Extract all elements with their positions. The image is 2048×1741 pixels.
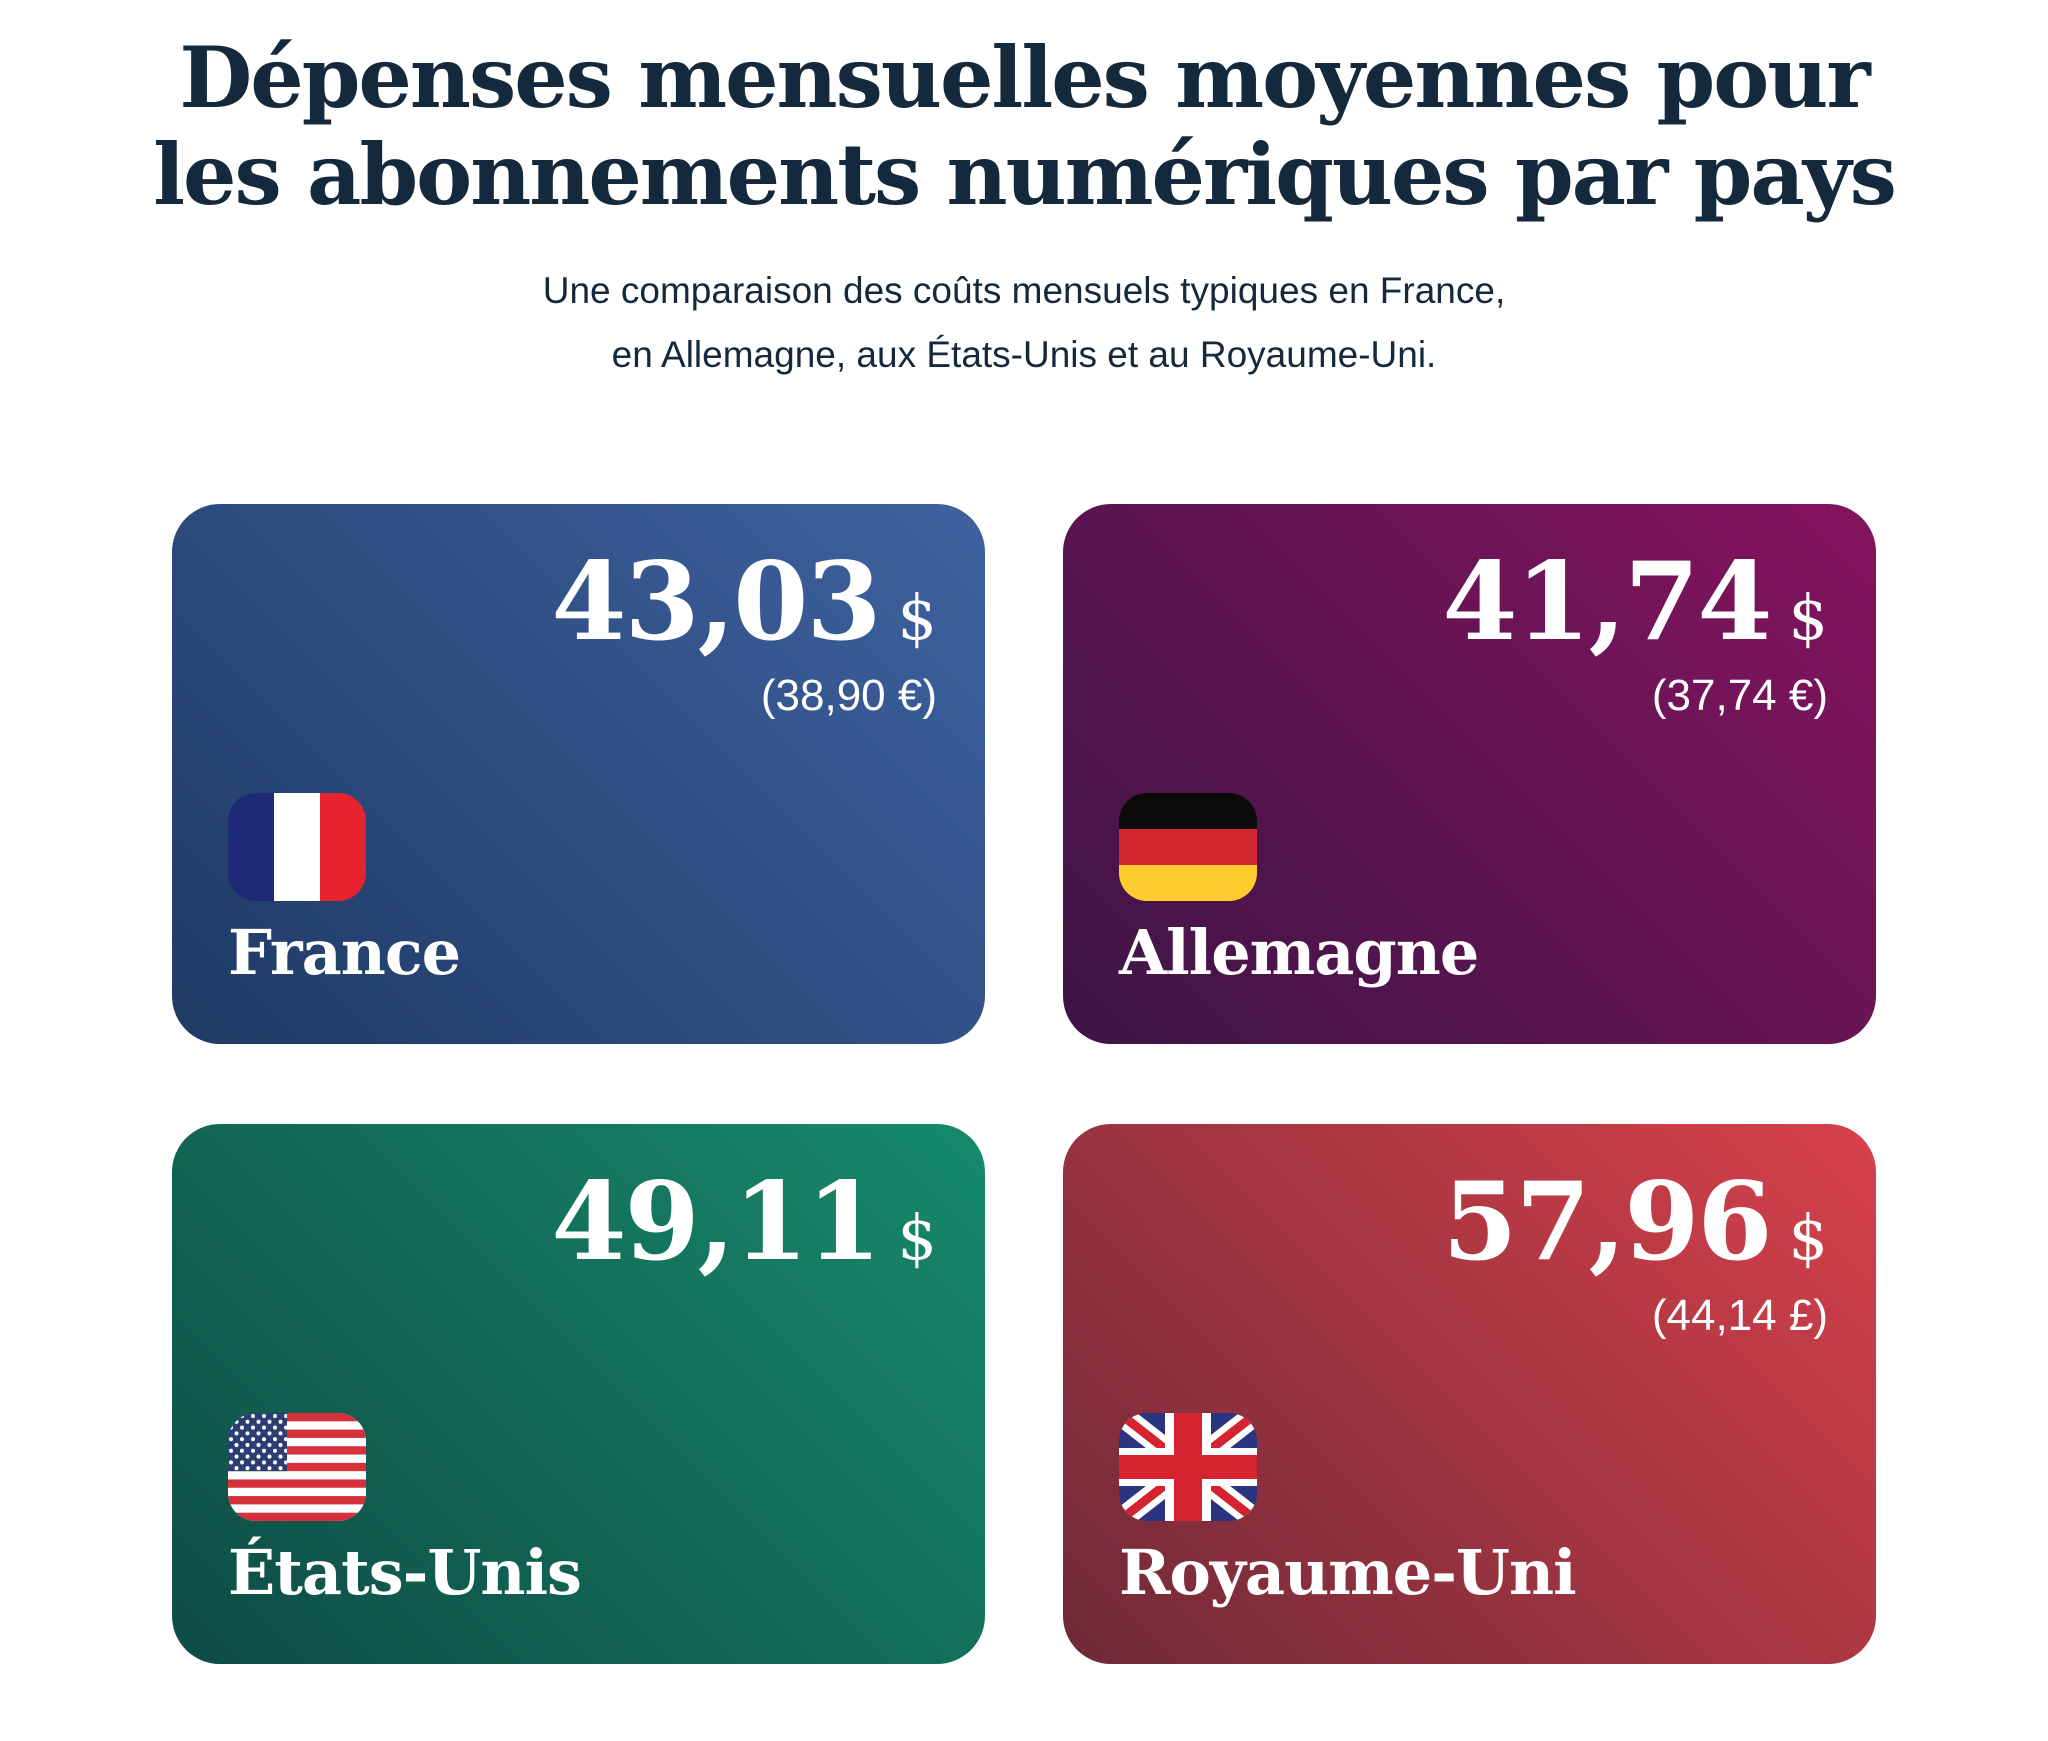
page-subtitle-line2: en Allemagne, aux États-Unis et au Royau… (611, 333, 1437, 375)
country-label: États-Unis (228, 1536, 582, 1610)
card-spacer (228, 1300, 937, 1413)
card-spacer (1119, 1343, 1828, 1413)
country-label: Allemagne (1119, 916, 1479, 990)
page-subtitle-line1: Une comparaison des coûts mensuels typiq… (542, 270, 1506, 312)
dollar-sign-icon: $ (897, 1201, 937, 1275)
price-row: 41,74 $ (1119, 548, 1828, 656)
price-row: 49,11 $ (228, 1168, 937, 1276)
page-subtitle: Une comparaison des coûts mensuels typiq… (0, 259, 2048, 386)
dollar-sign-icon: $ (1788, 581, 1828, 655)
price-usd-value: 57,96 (1442, 1159, 1772, 1286)
page-title-line2: les abonnements numériques par pays (153, 124, 1897, 224)
germany-flag-icon (1119, 793, 1257, 902)
header: Dépenses mensuelles moyennes pour les abo… (0, 0, 2048, 386)
dollar-sign-icon: $ (897, 581, 937, 655)
country-label: Royaume-Uni (1119, 1536, 1577, 1610)
dollar-sign-icon: $ (1788, 1201, 1828, 1275)
card-spacer (228, 723, 937, 793)
uk-flag-icon (1119, 1413, 1257, 1522)
price-usd-value: 43,03 (551, 539, 881, 666)
price-local-value: (37,74 €) (1651, 671, 1828, 721)
country-cards-grid: 43,03 $ (38,90 €) France 41,74 $ (37,74 … (0, 504, 2048, 1665)
page-title: Dépenses mensuelles moyennes pour les abo… (0, 0, 2048, 223)
page-title-line1: Dépenses mensuelles moyennes pour (179, 28, 1870, 127)
country-card-france: 43,03 $ (38,90 €) France (172, 504, 985, 1045)
price-usd-value: 41,74 (1442, 539, 1772, 666)
price-row: 57,96 $ (1119, 1168, 1828, 1276)
france-flag-icon (228, 793, 366, 902)
country-card-usa: 49,11 $ (172, 1124, 985, 1665)
country-card-uk: 57,96 $ (44,14 £) Royaume-Uni (1063, 1124, 1876, 1665)
price-local-value (228, 1290, 937, 1300)
country-card-germany: 41,74 $ (37,74 €) Allemagne (1063, 504, 1876, 1045)
card-spacer (1119, 723, 1828, 793)
price-local-value: (44,14 £) (1651, 1291, 1828, 1341)
country-label: France (228, 916, 461, 990)
price-row: 43,03 $ (228, 548, 937, 656)
price-usd-value: 49,11 (551, 1159, 881, 1286)
price-local-value: (38,90 €) (760, 671, 937, 721)
us-flag-icon (228, 1413, 366, 1522)
